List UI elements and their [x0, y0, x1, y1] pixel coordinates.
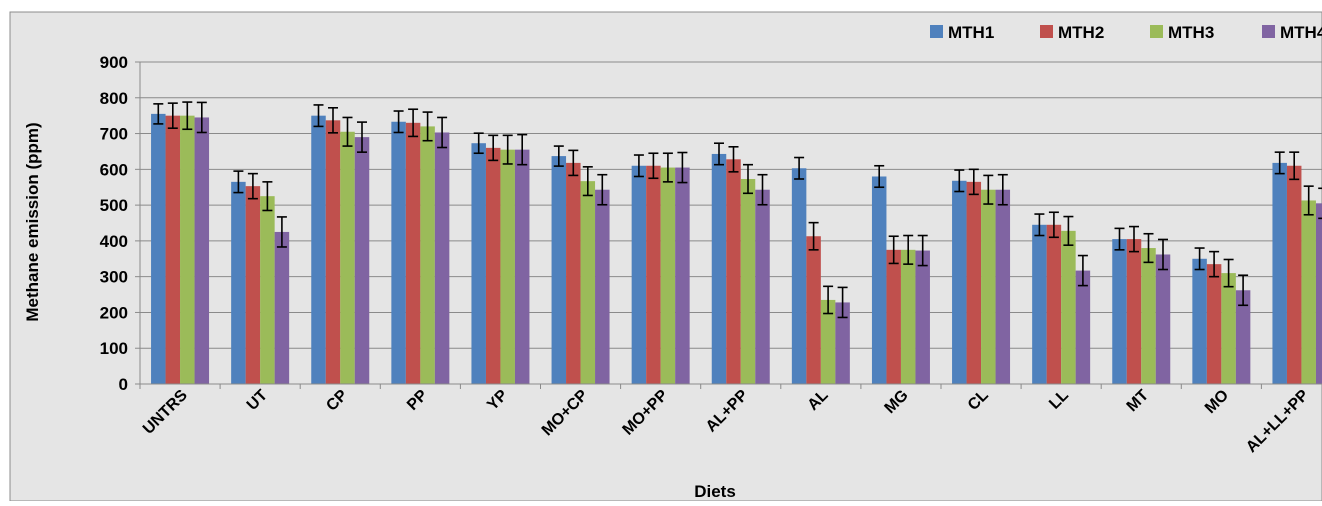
bar-mth4-cp [354, 137, 370, 384]
legend-label-mth3: MTH3 [1168, 23, 1214, 42]
bar-mth1-mo [1192, 258, 1207, 384]
y-tick-label: 100 [100, 339, 128, 358]
bar-mth1-ut [231, 181, 246, 384]
bar-mth3-cl [981, 189, 996, 384]
bar-mth2-al-pp [726, 159, 741, 384]
bar-mth1-mo-pp [631, 165, 647, 384]
bar-mth4-cl [995, 189, 1011, 384]
bar-mth3-ut [260, 196, 275, 384]
bar-mth4-mo [1235, 290, 1251, 384]
bar-mth3-mo [1221, 273, 1236, 384]
legend-label-mth1: MTH1 [948, 23, 994, 42]
bar-mth4-mo-cp [595, 189, 610, 384]
bar-mth2-ut [245, 186, 261, 384]
bar-mth1-cl [952, 180, 967, 384]
bar-mth4-mo-pp [675, 167, 690, 384]
bar-mth1-ll [1032, 224, 1047, 384]
bar-mth3-yp [500, 149, 515, 384]
bar-mth2-cl [966, 181, 982, 384]
bar-mth4-ut [274, 231, 290, 384]
bar-mth3-cp [340, 131, 355, 384]
bar-mth3-mt [1141, 248, 1156, 384]
legend-label-mth2: MTH2 [1058, 23, 1104, 42]
bar-mth3-pp [420, 126, 435, 385]
y-tick-label: 700 [100, 125, 128, 144]
y-tick-label: 500 [100, 196, 128, 215]
bar-mth4-al [835, 302, 850, 384]
bar-mth4-yp [514, 149, 530, 384]
legend-swatch-mth2 [1040, 25, 1053, 38]
x-axis-title: Diets [694, 482, 736, 501]
legend-swatch-mth3 [1150, 25, 1163, 38]
bar-mth2-mt [1126, 239, 1142, 384]
bar-mth1-mo-cp [551, 156, 567, 384]
bars [151, 113, 1322, 385]
bar-mth2-ll [1046, 224, 1062, 384]
y-tick-label: 300 [100, 268, 128, 287]
legend: MTH1 MTH2 MTH3 MTH4 [930, 23, 1322, 42]
y-tick-label: 900 [100, 53, 128, 72]
bar-mth3-mo-pp [660, 167, 676, 384]
bar-mth1-mt [1112, 239, 1127, 384]
bar-mth2-mo [1206, 264, 1222, 384]
legend-swatch-mth1 [930, 25, 943, 38]
bar-mth3-untrs [180, 115, 195, 385]
bar-mth4-al-ll-pp [1315, 203, 1322, 384]
y-tick-label: 200 [100, 303, 128, 322]
bar-mth3-ll [1061, 230, 1076, 384]
bar-mth1-pp [391, 121, 406, 384]
bar-mth4-pp [434, 132, 450, 384]
bar-mth1-cp [311, 115, 326, 385]
bar-mth1-untrs [151, 113, 166, 384]
y-tick-label: 600 [100, 160, 128, 179]
bar-mth4-untrs [194, 117, 210, 384]
bar-mth1-mg [871, 176, 887, 384]
bar-mth3-mg [900, 249, 916, 384]
bar-mth2-al-ll-pp [1286, 165, 1302, 384]
bar-mth2-yp [485, 147, 501, 384]
bar-mth4-mt [1155, 254, 1171, 384]
bar-mth2-pp [405, 122, 421, 385]
bar-mth3-al [820, 299, 836, 384]
bar-mth1-al [791, 168, 807, 384]
bar-mth3-mo-cp [580, 181, 596, 384]
legend-label-mth4: MTH4 [1280, 23, 1322, 42]
bar-mth1-al-pp [711, 153, 727, 384]
bar-mth2-mo-pp [646, 165, 661, 384]
bar-mth4-mg [915, 250, 930, 384]
bar-mth2-mo-cp [566, 162, 581, 384]
bar-mth1-yp [471, 143, 486, 384]
bar-mth3-al-ll-pp [1301, 200, 1316, 384]
bar-mth3-al-pp [740, 178, 756, 384]
legend-swatch-mth4 [1262, 25, 1275, 38]
y-tick-label: 800 [100, 89, 128, 108]
bar-mth2-al [806, 236, 821, 384]
bar-mth1-al-ll-pp [1272, 162, 1287, 384]
bar-mth2-mg [886, 249, 901, 384]
y-tick-label: 0 [119, 375, 128, 394]
y-axis-title: Methane emission (ppm) [23, 122, 42, 321]
bar-mth4-al-pp [755, 189, 770, 384]
bar-mth2-cp [325, 120, 341, 384]
bar-mth4-ll [1075, 270, 1091, 384]
bar-mth2-untrs [165, 115, 181, 385]
error-bars [153, 101, 1322, 319]
y-tick-label: 400 [100, 232, 128, 251]
